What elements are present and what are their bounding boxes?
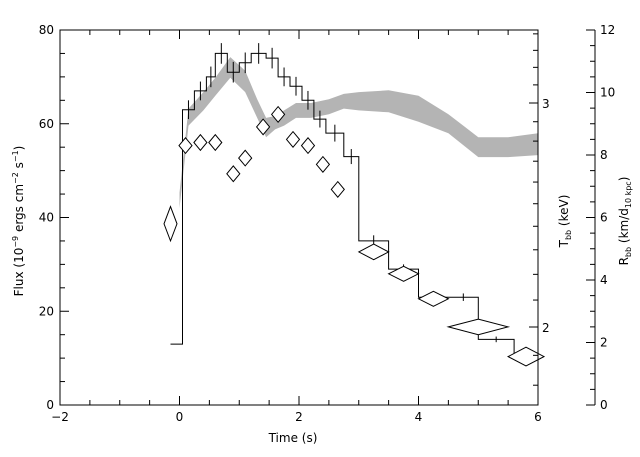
temperature-band (179, 57, 538, 209)
x-tick-label: 2 (295, 410, 303, 424)
radius-tick-label: 4 (600, 273, 608, 287)
flux-label-part: ergs cm (12, 184, 26, 236)
x-axis-label: Time (s) (268, 431, 318, 445)
flux-tick-label: 0 (46, 398, 54, 412)
radius-point (226, 165, 241, 183)
flux-step-line (170, 52, 538, 359)
radius-point (270, 105, 286, 123)
flux-label-part: ) (12, 146, 26, 151)
flux-tick-label: 60 (39, 117, 54, 131)
rbb-label-sub2: 10 kpc (624, 181, 633, 208)
x-tick-label: 4 (415, 410, 423, 424)
radius-point (417, 290, 450, 307)
radius-point (238, 149, 253, 167)
radius-markers (163, 105, 546, 367)
radius-point (285, 130, 301, 148)
rbb-label-sub: bb (624, 247, 633, 257)
flux-light-curve (170, 43, 538, 361)
tbb-label-main: T (557, 239, 571, 248)
radius-point (315, 155, 331, 173)
radius-point (387, 265, 420, 282)
temperature-tick-label: 3 (542, 97, 550, 111)
x-tick-label: 6 (534, 410, 542, 424)
flux-label-part: s (12, 162, 26, 172)
flux-label-part: Flux (10 (12, 248, 26, 297)
radius-point (446, 318, 511, 336)
radius-tick-label: 6 (600, 211, 608, 225)
flux-axis-label: Flux (10−9 ergs cm−2 s−1) (11, 146, 26, 297)
radius-point (163, 205, 178, 243)
temperature-axis-label: Tbb (keV) (557, 195, 573, 249)
x-tick-label: −2 (51, 410, 69, 424)
flux-label-sup: −2 (11, 172, 20, 184)
flux-label-sup: −1 (11, 150, 20, 162)
radius-point (507, 346, 546, 367)
radius-tick-label: 2 (600, 336, 608, 350)
flux-tick-label: 40 (39, 211, 54, 225)
flux-tick-label: 80 (39, 23, 54, 37)
radius-point (193, 133, 208, 152)
radius-tick-label: 12 (600, 23, 615, 37)
radius-point (357, 243, 390, 261)
flux-label-sup: −9 (11, 236, 20, 248)
temperature-band-area (179, 57, 538, 209)
tbb-label-sub: bb (564, 230, 573, 240)
temperature-tick-label: 2 (542, 321, 550, 335)
radius-tick-label: 8 (600, 148, 608, 162)
radius-point (178, 137, 193, 155)
radius-point (208, 133, 223, 152)
rbb-label-tail: ) (617, 177, 631, 182)
rbb-label-main: R (617, 257, 631, 265)
rbb-label-mid: (km/d (617, 208, 631, 247)
tbb-label-tail: (keV) (557, 195, 571, 230)
radius-tick-label: 0 (600, 398, 608, 412)
radius-point (300, 137, 316, 155)
radius-point (255, 118, 271, 136)
radius-point (330, 180, 345, 198)
radius-tick-label: 10 (600, 86, 615, 100)
x-tick-label: 0 (176, 410, 184, 424)
radius-axis-label: Rbb (km/d10 kpc) (617, 177, 633, 266)
flux-tick-label: 20 (39, 304, 54, 318)
